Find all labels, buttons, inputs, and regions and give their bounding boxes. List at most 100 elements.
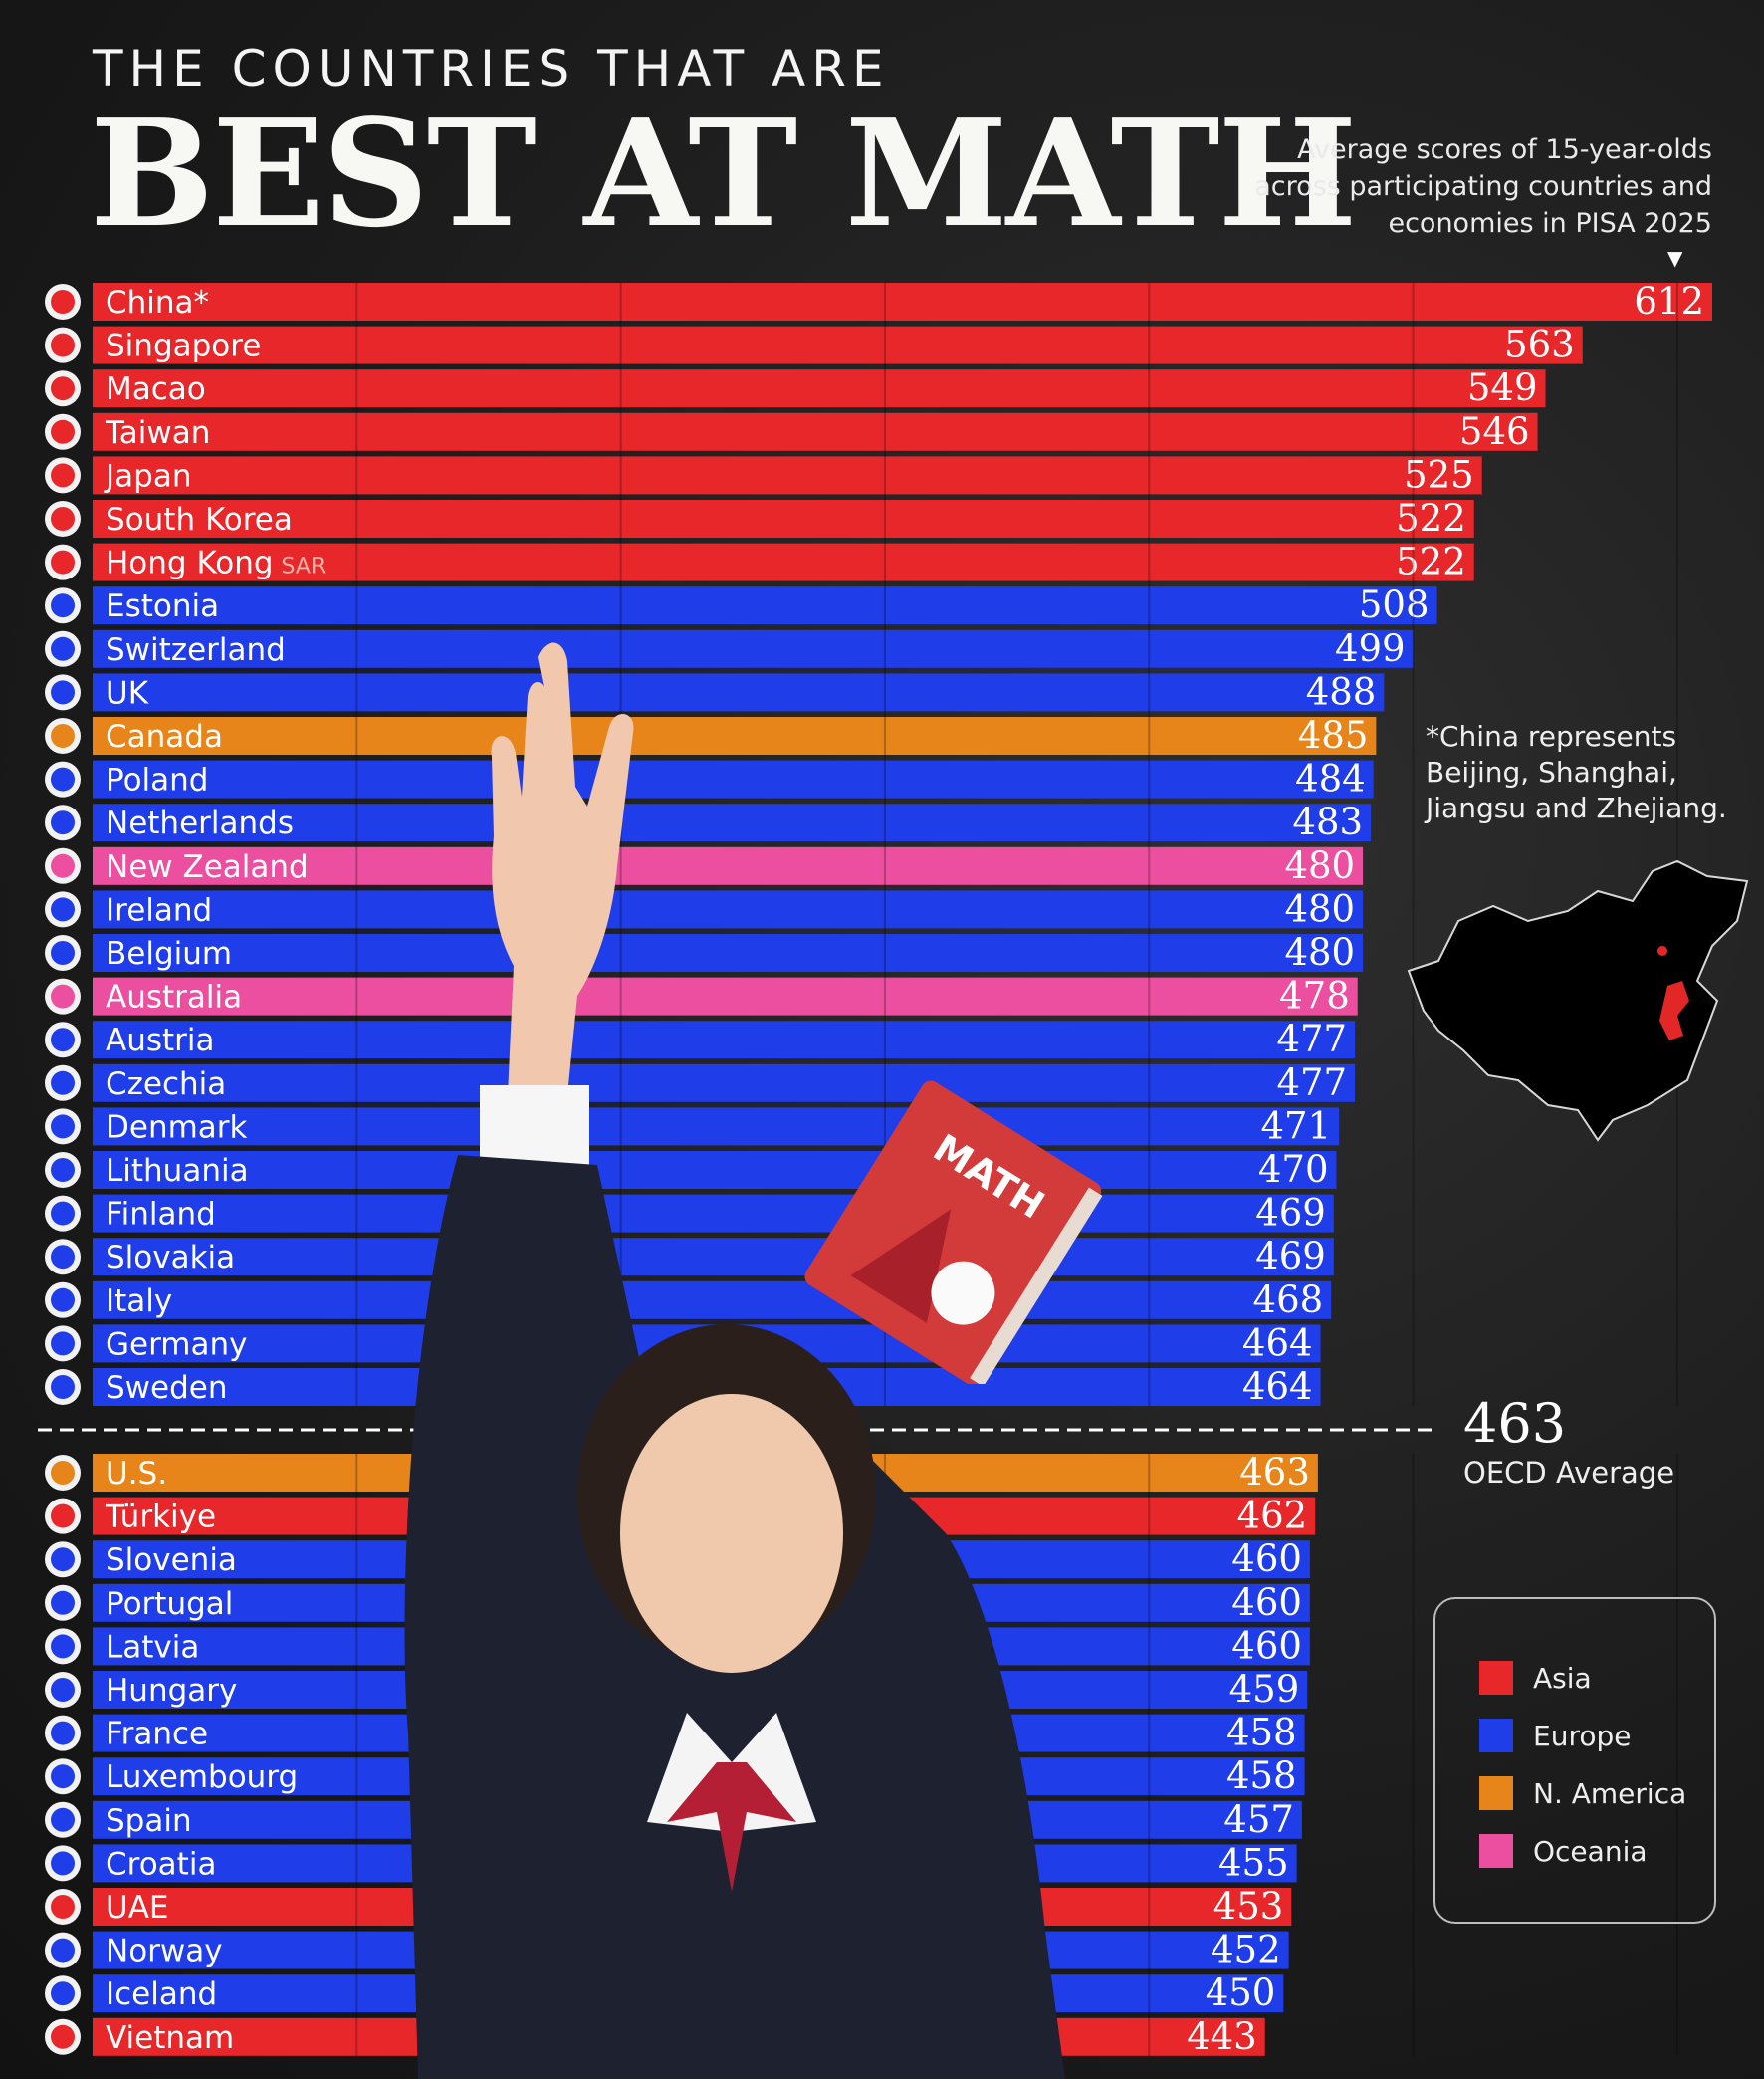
country-label: Denmark [106, 1109, 248, 1145]
student-illustration [404, 642, 1065, 2079]
flag-icon [45, 1975, 81, 2012]
value-label: 484 [1295, 758, 1366, 801]
flag-icon [45, 1064, 81, 1101]
country-label: Singapore [106, 329, 261, 364]
bar [93, 673, 1385, 712]
value-label: 452 [1211, 1929, 1281, 1971]
flag-icon [45, 1845, 81, 1882]
country-label: UAE [106, 1890, 168, 1926]
bar [93, 1238, 1334, 1276]
page-title: BEST AT MATH [90, 87, 1357, 260]
down-arrow-icon: ▼ [1667, 246, 1683, 270]
value-label: 463 [1239, 1451, 1310, 1494]
flag-icon [45, 1022, 81, 1058]
flag-icon [45, 761, 81, 798]
country-label: Macao [106, 371, 206, 407]
value-label: 460 [1231, 1581, 1302, 1624]
value-label: 478 [1279, 975, 1350, 1018]
legend-swatch [1479, 1834, 1513, 1868]
value-label: 522 [1396, 541, 1466, 583]
country-label: Iceland [106, 1976, 217, 2012]
country-label: Norway [106, 1934, 223, 1969]
flag-icon [45, 1628, 81, 1665]
oecd-average-value: 463 [1463, 1392, 1567, 1455]
value-label: 499 [1335, 627, 1406, 670]
bar [93, 934, 1364, 972]
country-label: France [106, 1717, 208, 1752]
value-label: 612 [1634, 280, 1704, 323]
country-label: Spain [106, 1803, 192, 1839]
flag-icon [45, 630, 81, 667]
flag-icon [45, 1498, 81, 1534]
country-label: Australia [106, 980, 242, 1016]
bar [93, 846, 1364, 885]
value-label: 508 [1359, 583, 1430, 626]
value-label: 460 [1231, 1537, 1302, 1580]
country-label: Belgium [106, 936, 232, 972]
country-label: Türkiye [105, 1500, 216, 1535]
legend-swatch [1479, 1661, 1513, 1695]
flag-icon [45, 1889, 81, 1925]
value-label: 469 [1255, 1235, 1326, 1277]
country-suffix: SAR [282, 555, 327, 579]
value-label: 470 [1258, 1148, 1329, 1191]
country-label: Luxembourg [106, 1759, 298, 1795]
flag-icon [45, 1325, 81, 1362]
flag-icon [45, 1369, 81, 1405]
china-map-illustration [1407, 859, 1749, 1142]
flag-icon [45, 1715, 81, 1751]
page-kicker: THE COUNTRIES THAT ARE [93, 40, 890, 98]
country-label: Germany [106, 1326, 247, 1362]
bar [93, 369, 1546, 408]
value-label: 525 [1404, 453, 1474, 496]
flag-icon [45, 891, 81, 928]
country-label: South Korea [106, 502, 293, 538]
value-label: 453 [1213, 1885, 1284, 1928]
flag-icon [45, 805, 81, 841]
flag-icon [45, 978, 81, 1015]
country-label: Slovenia [106, 1542, 237, 1578]
value-label: 464 [1242, 1321, 1313, 1364]
value-label: 469 [1255, 1192, 1326, 1235]
country-label: Vietnam [106, 2020, 234, 2056]
legend-item-oceania: Oceania [1479, 1822, 1714, 1880]
value-label: 471 [1261, 1104, 1332, 1147]
flag-icon [45, 2018, 81, 2055]
country-label: U.S. [106, 1456, 167, 1492]
country-label: Hungary [106, 1673, 237, 1709]
country-label: Lithuania [106, 1153, 249, 1189]
country-label: Switzerland [106, 632, 286, 668]
flag-icon [45, 1758, 81, 1795]
country-label: Slovakia [106, 1240, 235, 1275]
value-label: 477 [1276, 1061, 1347, 1104]
country-label: Croatia [106, 1846, 216, 1882]
bar [93, 717, 1377, 755]
bar [93, 586, 1437, 625]
country-label: UK [106, 675, 149, 711]
flag-icon [45, 1801, 81, 1838]
flag-icon [45, 413, 81, 450]
flag-icon [45, 1152, 81, 1188]
country-label: Austria [106, 1023, 215, 1058]
country-label: New Zealand [106, 849, 309, 885]
flag-icon [45, 544, 81, 580]
value-label: 459 [1229, 1668, 1300, 1711]
country-label: China* [106, 285, 209, 321]
flag-icon [45, 1932, 81, 1968]
value-label: 443 [1187, 2015, 1257, 2058]
flag-icon [45, 1195, 81, 1232]
value-label: 546 [1459, 410, 1530, 453]
value-label: 458 [1226, 1754, 1297, 1797]
bar [93, 500, 1474, 538]
bar [93, 1021, 1356, 1059]
value-label: 485 [1298, 714, 1369, 757]
flag-icon [45, 1108, 81, 1145]
bar [93, 890, 1364, 929]
country-label: Canada [106, 719, 223, 755]
country-label: Italy [106, 1283, 172, 1319]
value-label: 477 [1276, 1018, 1347, 1060]
legend-label: Europe [1533, 1719, 1632, 1752]
country-label: Ireland [106, 892, 212, 928]
flag-icon [45, 370, 81, 407]
country-label: Finland [106, 1197, 216, 1233]
